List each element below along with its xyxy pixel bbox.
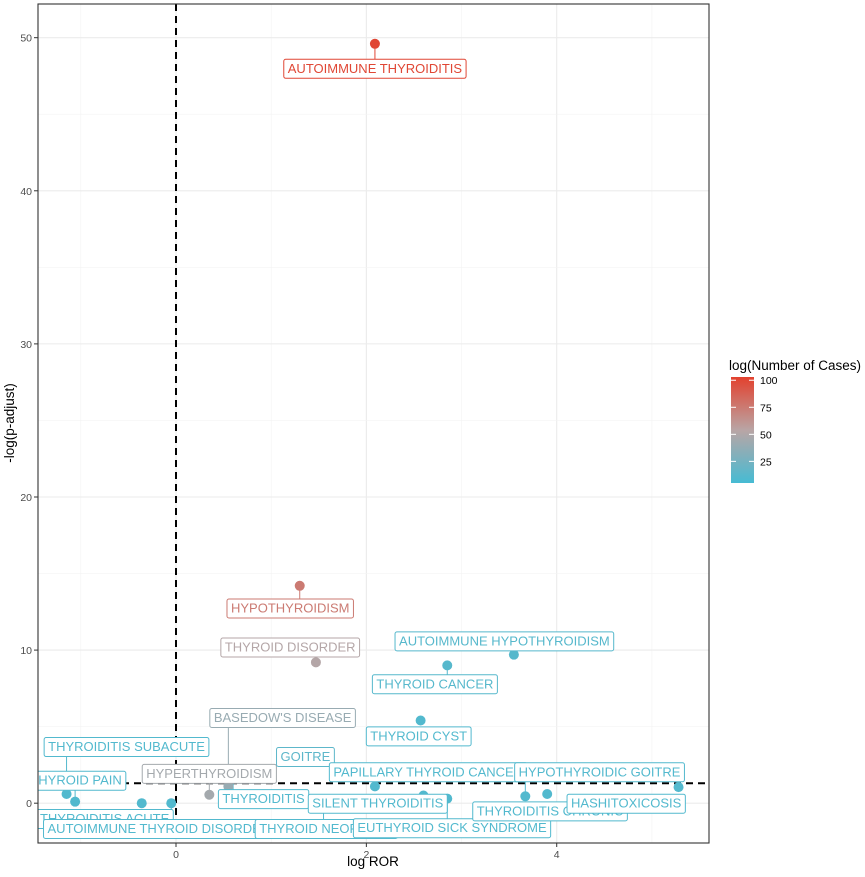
point-label: AUTOIMMUNE THYROIDITIS: [283, 58, 467, 79]
data-point: [294, 580, 305, 591]
point-label-text: HYPOTHYROIDISM: [231, 600, 349, 615]
data-point: [204, 789, 215, 800]
point-label-box: [220, 637, 361, 658]
legend-ticks: 25 50 75 100: [731, 375, 778, 468]
point-label-box: [43, 737, 210, 758]
point-label-text: THYROID PAIN: [30, 773, 122, 788]
point-label: HASHITOXICOSIS: [566, 793, 686, 814]
data-point: [136, 798, 147, 809]
point-label-text: AUTOIMMUNE THYROIDITIS: [288, 61, 463, 76]
data-point: [415, 715, 426, 726]
point-label-text: HYPERTHYROIDISM: [146, 766, 272, 781]
point-label: AUTOIMMUNE THYROID DISORDER: [43, 818, 275, 839]
legend-colorbar: [731, 377, 754, 483]
point-label-box: [38, 770, 127, 791]
x-tick-label: 2: [363, 849, 369, 861]
point-label-box: [566, 793, 686, 814]
data-point: [673, 782, 684, 793]
y-axis: 0 10 20 30 40 50: [20, 33, 38, 810]
point-label-text: HASHITOXICOSIS: [571, 796, 682, 811]
point-label-box: [283, 58, 467, 79]
y-tick-label: 0: [26, 798, 32, 810]
point-label-text: SILENT THYROIDITIS: [312, 796, 443, 811]
point-label-text: GOITRE: [281, 749, 331, 764]
point-label: THYROID PAIN: [30, 770, 127, 791]
data-point: [369, 38, 380, 49]
point-label-text: PAPILLARY THYROID CANCER: [333, 764, 523, 779]
point-label-text: THYROID CYST: [370, 728, 467, 743]
y-tick-label: 10: [20, 645, 32, 657]
point-label-box: [226, 598, 354, 619]
point-label-box: [514, 762, 685, 783]
legend-tick-label: 100: [760, 375, 778, 387]
point-label: GOITRE: [276, 746, 335, 767]
point-label-text: BASEDOW'S DISEASE: [214, 710, 352, 725]
data-point: [70, 796, 81, 807]
point-label-text: HYPOTHYROIDIC GOITRE: [519, 764, 681, 779]
point-label: THYROID CANCER: [371, 674, 498, 695]
data-point: [442, 660, 453, 671]
plot-area: AUTOIMMUNE THYROIDITIS HYPOTHYROIDISM THYR…: [30, 4, 709, 843]
point-label-box: [209, 707, 356, 728]
point-label: SILENT THYROIDITIS: [307, 793, 448, 814]
point-labels: AUTOIMMUNE THYROIDITIS HYPOTHYROIDISM THYR…: [30, 58, 686, 839]
data-point: [310, 657, 321, 668]
point-label-box: [307, 793, 448, 814]
panel-border: [37, 3, 710, 844]
point-label-text: AUTOIMMUNE HYPOTHYROIDISM: [399, 633, 610, 648]
point-label: THYROIDITIS SUBACUTE: [43, 737, 210, 758]
data-point: [520, 791, 531, 802]
y-tick-label: 40: [20, 186, 32, 198]
x-axis-title: log ROR: [347, 854, 399, 869]
point-label-text: THYROID CANCER: [376, 676, 493, 691]
point-label: THYROID DISORDER: [220, 637, 361, 658]
point-label-text: AUTOIMMUNE THYROID DISORDER: [48, 821, 271, 836]
point-label: THYROID CYST: [365, 726, 472, 747]
point-label-box: [365, 726, 472, 747]
point-label: AUTOIMMUNE HYPOTHYROIDISM: [394, 631, 615, 652]
point-label-text: THYROID DISORDER: [225, 640, 356, 655]
legend-tick-label: 25: [760, 456, 772, 468]
x-tick-label: 4: [554, 849, 560, 861]
data-point: [542, 789, 553, 800]
point-label-box: [276, 746, 335, 767]
point-label: HYPERTHYROIDISM: [141, 763, 277, 784]
data-point: [223, 781, 234, 792]
point-label-text: EUTHYROID SICK SYNDROME: [357, 820, 547, 835]
data-point: [369, 781, 380, 792]
grid-lines: [38, 4, 709, 843]
legend-tick-label: 75: [760, 402, 772, 414]
point-label: THYROIDITIS: [217, 789, 310, 810]
point-label: PAPILLARY THYROID CANCER: [328, 762, 528, 783]
legend-tick-label: 50: [760, 429, 772, 441]
point-label: EUTHYROID SICK SYNDROME: [352, 818, 552, 839]
point-label-box: [352, 818, 552, 839]
x-axis: 0 2 4: [173, 843, 560, 861]
point-label-box: [141, 763, 277, 784]
y-tick-label: 50: [20, 33, 32, 45]
panel-background: [38, 4, 709, 843]
legend: log(Number of Cases) 25 50 75 100: [729, 358, 861, 483]
point-label-text: THYROIDITIS SUBACUTE: [48, 739, 205, 754]
point-label-box: [394, 631, 615, 652]
point-label: HYPOTHYROIDISM: [226, 598, 354, 619]
point-label-text: THYROIDITIS: [222, 791, 305, 806]
y-tick-label: 30: [20, 339, 32, 351]
point-label: BASEDOW'S DISEASE: [209, 707, 356, 728]
legend-title: log(Number of Cases): [729, 358, 861, 373]
data-point: [166, 798, 177, 809]
x-tick-label: 0: [173, 849, 179, 861]
data-point: [508, 649, 519, 660]
point-label-box: [371, 674, 498, 695]
y-tick-label: 20: [20, 492, 32, 504]
data-point: [61, 789, 72, 800]
point-label: HYPOTHYROIDIC GOITRE: [514, 762, 685, 783]
y-axis-title: -log(p-adjust): [2, 383, 17, 463]
